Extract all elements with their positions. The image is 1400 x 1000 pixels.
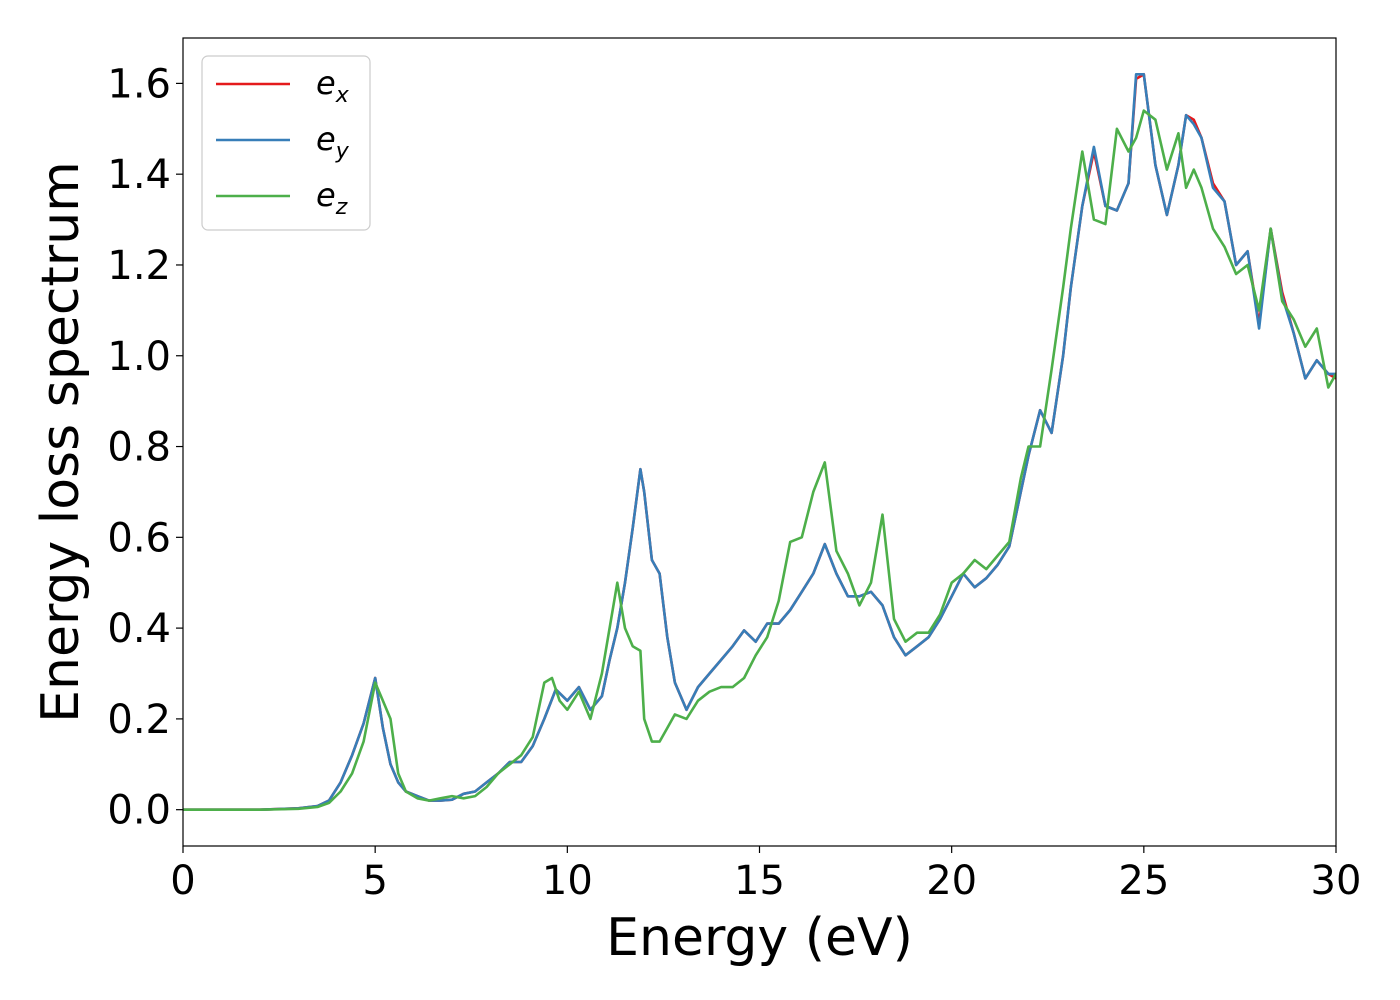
series-layer [183, 73, 1336, 812]
legend-entry-ez: ez [316, 176, 348, 220]
series-line-ez [183, 109, 1336, 812]
x-tick-label: 0 [170, 858, 195, 904]
y-tick-label: 1.4 [107, 152, 171, 198]
x-tick-label: 25 [1118, 858, 1169, 904]
legend-entry-ey: ey [316, 120, 350, 164]
x-axis-ticks: 0 5 10 15 20 25 30 [170, 846, 1361, 904]
series-line-ey [183, 73, 1336, 812]
x-tick-label: 5 [362, 858, 387, 904]
x-axis-label: Energy (eV) [606, 908, 913, 968]
y-tick-label: 0.0 [107, 788, 171, 834]
y-tick-label: 0.8 [107, 425, 171, 471]
x-tick-label: 20 [926, 858, 977, 904]
y-tick-label: 0.4 [107, 606, 171, 652]
y-tick-label: 1.2 [107, 243, 171, 289]
y-tick-label: 0.2 [107, 697, 171, 743]
legend-entry-ex: ex [316, 64, 350, 108]
y-axis-label: Energy loss spectrum [31, 161, 91, 723]
x-tick-label: 15 [734, 858, 785, 904]
y-tick-label: 1.0 [107, 334, 171, 380]
y-axis-ticks: 0.0 0.2 0.4 0.6 0.8 1.0 1.2 1.4 1.6 [107, 61, 183, 834]
legend: ex ey ez [201, 55, 371, 231]
y-tick-label: 0.6 [107, 515, 171, 561]
legend-box [201, 55, 371, 231]
y-tick-label: 1.6 [107, 61, 171, 107]
x-tick-label: 30 [1311, 858, 1362, 904]
x-tick-label: 10 [542, 858, 593, 904]
